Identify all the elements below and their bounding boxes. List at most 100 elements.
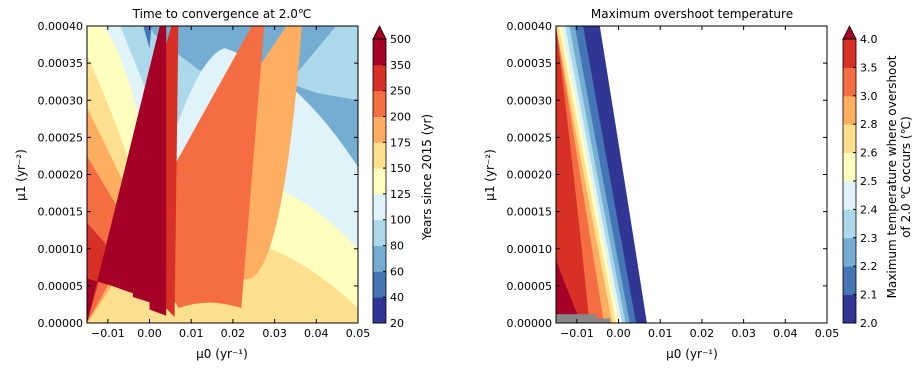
y-tick-label: 0.00000: [507, 317, 553, 330]
colorbar-tick-label: 2.5: [860, 175, 878, 188]
y-tick-label: 0.00015: [507, 206, 553, 219]
y-tick-label: 0.00000: [38, 317, 84, 330]
x-tick-label: 0.03: [731, 327, 756, 340]
y-tick-label: 0.00035: [38, 57, 84, 70]
y-tick-label: 0.00030: [38, 94, 84, 107]
y-tick-label: 0.00040: [38, 20, 84, 33]
colorbar-label-line-1: Maximum temperature where overshoot: [885, 55, 899, 298]
contour-fills: [556, 26, 827, 323]
x-axis-label: μ0 (yr⁻¹): [196, 347, 248, 361]
colorbar-frame: [372, 38, 387, 324]
gray-patch: [556, 314, 611, 323]
colorbar-tick-label: 2.6: [860, 147, 878, 160]
colorbar-band: [843, 294, 856, 324]
x-tick-label: 0.03: [262, 327, 287, 340]
colorbar-tick-label: 175: [390, 136, 411, 149]
colorbar-band: [373, 90, 386, 117]
colorbar-tick-label: 3.0: [860, 90, 878, 103]
colorbar-band: [843, 152, 856, 182]
colorbar-band: [373, 116, 386, 143]
y-tick-label: 0.00005: [507, 280, 553, 293]
x-tick-label: 0.01: [179, 327, 204, 340]
axis-ticks: −0.01 0.00 0.01 0.02 0.03 0.04 0.05 0.00000 0.00…: [507, 20, 840, 340]
colorbar: 2.0 2.1 2.2 2.3 2.4 2.5 2.6 2.8 3.0 3.5 4.0: [842, 25, 878, 330]
colorbar-band: [373, 64, 386, 92]
x-tick-label: 0.05: [346, 327, 371, 340]
x-tick-label: 0.00: [606, 327, 631, 340]
axis-ticks: −0.01 0.00 0.01 0.02 0.03 0.04 0.05 0.00000 0.00…: [38, 20, 371, 340]
colorbar: 20 40 60 80 100 125 150 175 200 250 350 500: [372, 25, 411, 330]
colorbar-tick-label: 2.3: [860, 232, 878, 245]
colorbar-extend-arrow: [372, 25, 387, 40]
contour-fills: [87, 26, 358, 323]
colorbar-band: [843, 266, 856, 296]
x-tick-label: −0.01: [91, 327, 125, 340]
colorbar-tick-label: 80: [390, 240, 404, 253]
x-tick-label: 0.00: [137, 327, 162, 340]
colorbar-band: [843, 95, 856, 125]
colorbar-band: [843, 181, 856, 210]
colorbar-band: [373, 193, 386, 221]
colorbar-tick-label: 2.8: [860, 118, 878, 131]
y-tick-label: 0.00025: [507, 131, 553, 144]
colorbar-tick-label: 2.4: [860, 203, 878, 216]
colorbar-tick-label: 150: [390, 162, 411, 175]
x-tick-label: −0.01: [560, 327, 594, 340]
colorbar-band: [373, 297, 386, 324]
y-axis-label: μ1 (yr⁻²): [483, 149, 497, 201]
colorbar-tick-label: 2.0: [860, 317, 878, 330]
x-tick-label: 0.05: [815, 327, 840, 340]
colorbar-tick-label: 125: [390, 188, 411, 201]
x-tick-label: 0.01: [648, 327, 673, 340]
colorbar-band: [373, 219, 386, 247]
x-axis-label: μ0 (yr⁻¹): [666, 347, 718, 361]
colorbar-label-line-2: of 2.0 ℃ occurs (℃): [899, 116, 913, 238]
y-tick-label: 0.00015: [38, 206, 84, 219]
colorbar-band: [843, 39, 856, 68]
colorbar-band: [843, 67, 856, 97]
colorbar-band: [373, 142, 386, 169]
colorbar-tick-label: 250: [390, 85, 411, 98]
colorbar-tick-label: 40: [390, 291, 404, 304]
colorbar-band: [373, 168, 386, 195]
y-tick-label: 0.00030: [507, 94, 553, 107]
colorbar-band: [373, 271, 386, 298]
band-350-500: [87, 26, 167, 323]
colorbar-band: [843, 124, 856, 154]
colorbar-tick-label: 3.5: [860, 61, 878, 74]
x-tick-label: 0.02: [221, 327, 246, 340]
colorbar-tick-label: 350: [390, 59, 411, 72]
colorbar-tick-label: 4.0: [860, 33, 878, 46]
colorbar-extend-arrow: [842, 25, 857, 40]
y-tick-label: 0.00040: [507, 20, 553, 33]
colorbar-tick-label: 500: [390, 33, 411, 46]
y-tick-label: 0.00010: [38, 243, 84, 256]
x-tick-label: 0.02: [690, 327, 715, 340]
chart-title: Maximum overshoot temperature: [591, 7, 793, 21]
y-tick-label: 0.00025: [38, 131, 84, 144]
colorbar-band: [373, 245, 386, 272]
colorbar-tick-label: 100: [390, 214, 411, 227]
panel-time-to-convergence: −0.01 0.00 0.01 0.02 0.03 0.04 0.05 0.00000 0.00…: [14, 7, 434, 361]
colorbar-label: Years since 2015 (yr): [420, 114, 434, 241]
overshoot-band: [556, 26, 590, 323]
colorbar-tick-label: 200: [390, 110, 411, 123]
colorbar-tick-label: 20: [390, 317, 404, 330]
colorbar-tick-label: 2.1: [860, 289, 878, 302]
colorbar-tick-label: 60: [390, 265, 404, 278]
y-tick-label: 0.00035: [507, 57, 553, 70]
chart-title: Time to convergence at 2.0℃: [132, 7, 312, 21]
overshoot-band-above-4: [556, 259, 582, 323]
y-axis-label: μ1 (yr⁻²): [14, 149, 28, 201]
colorbar-tick-label: 2.2: [860, 260, 878, 273]
x-tick-label: 0.04: [773, 327, 798, 340]
panel-max-overshoot: −0.01 0.00 0.01 0.02 0.03 0.04 0.05 0.00000 0.00…: [483, 7, 913, 361]
y-tick-label: 0.00005: [38, 280, 84, 293]
colorbar-band: [843, 237, 856, 267]
colorbar-band: [373, 39, 386, 66]
band-40-60: [143, 26, 152, 49]
y-tick-label: 0.00010: [507, 243, 553, 256]
colorbar-band: [843, 209, 856, 239]
x-tick-label: 0.04: [304, 327, 329, 340]
